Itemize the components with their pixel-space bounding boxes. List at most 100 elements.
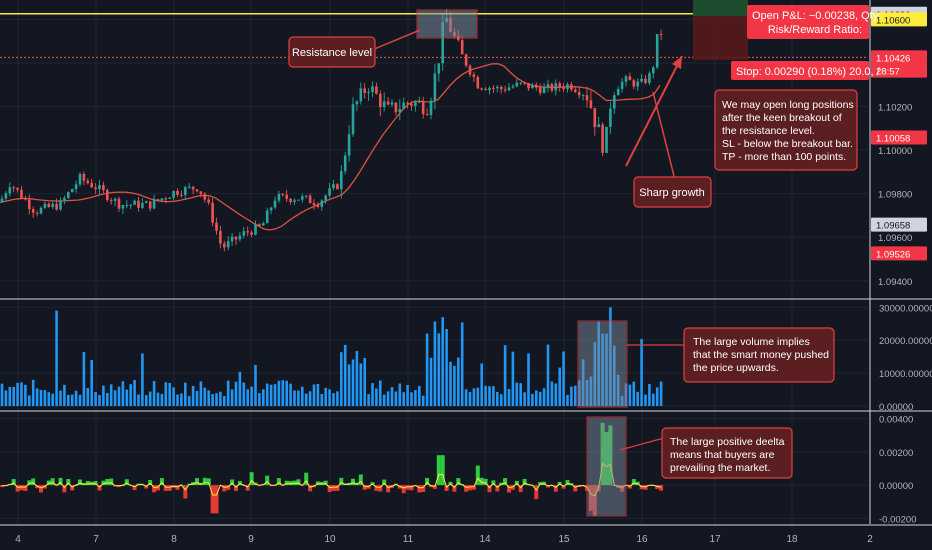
volume-bar [359,363,363,406]
price-pane[interactable] [0,8,868,252]
price-tag: 1.09658 [871,217,927,232]
delta-bar [471,485,476,490]
candle [55,198,58,211]
candle [168,196,171,199]
volume-bar [0,383,4,406]
candle [390,99,394,107]
price-tick-label: 1.09600 [878,233,912,244]
candle [601,122,604,157]
volume-bar [382,394,386,406]
delta-bar [284,480,289,486]
candle [117,196,121,212]
candle [527,83,530,91]
volume-bar [476,387,480,406]
annotations: Resistance level We may open long positi… [288,9,858,517]
delta-highlight-box [586,416,627,517]
volume-bar [285,380,288,406]
volume-bar [648,383,651,406]
candle [515,78,519,88]
delta-bar [62,485,67,493]
candle [460,36,464,55]
candle [125,200,129,209]
x-tick-label: 14 [479,534,491,545]
volume-bar [351,359,355,406]
candle [176,188,179,198]
delta-bar [175,485,180,490]
volume-bar [102,385,105,406]
price-tag-label: 1.09526 [876,249,910,260]
candle [184,185,187,201]
volume-bar [644,394,647,406]
delta-pointer-line [619,437,665,451]
volume-tick-label: 0.00000 [879,402,913,413]
volume-bar [628,384,632,406]
volume-tick-label: 10000.00000 [879,369,932,380]
candle [211,197,214,227]
candle [570,81,573,92]
delta-signal-line [1,462,662,497]
candle [620,77,624,93]
volume-bar [63,384,66,406]
volume-bar [527,353,530,406]
candle [246,226,249,237]
candle [16,187,19,193]
volume-bar [320,393,324,406]
time-axis[interactable]: 4 7 8 9 10 11 14 15 16 17 18 2 [15,534,873,545]
candle [336,183,339,190]
volume-bar [316,384,320,406]
volume-bar [215,393,218,406]
volume-bar [531,393,534,406]
volume-bar [457,357,460,406]
delta-bar [210,485,215,514]
pnl-label: Open P&L: −0.00238, Qty: [752,10,881,22]
volume-bar [121,381,125,406]
volume-bar [550,381,554,406]
candle [359,82,363,105]
price-tag-label: 28:57 [876,67,900,78]
delta-bar [436,455,441,486]
candle [636,78,639,91]
candle [546,79,550,93]
candle [328,183,331,198]
x-tick-label: 2 [867,534,873,545]
volume-bar [246,389,249,406]
volume-bar [503,345,507,406]
position-order-box[interactable]: Open P&L: −0.00238, Qty: Risk/Reward Rat… [693,0,881,80]
candle [67,191,70,200]
candle [367,88,370,102]
candle [74,180,78,193]
x-tick-label: 11 [403,534,414,545]
delta-bar [288,481,293,486]
candle [20,186,23,200]
delta-bar [351,478,355,486]
candle [31,206,35,218]
volume-bar [273,384,277,406]
volume-bar [406,385,409,406]
candle [226,236,230,251]
price-tag: 1.10426 [871,50,927,65]
volume-bar [554,383,558,406]
candle [558,81,561,92]
volume-bar [394,391,398,406]
candle [195,189,199,193]
delta-bar [46,480,51,486]
delta-tick-label: 0.00200 [879,448,913,459]
delta-bar [58,477,63,486]
candle [355,100,359,112]
delta-bar [23,485,28,492]
delta-bar [655,485,660,489]
candle [156,198,160,202]
candle [59,197,62,211]
candle [164,196,168,204]
candle [394,102,398,116]
price-tick-label: 1.09800 [878,190,912,201]
pane-separators[interactable] [0,0,932,526]
volume-bar [39,389,43,406]
price-axis[interactable]: 1.09400 1.09600 1.09800 1.10000 1.10200 1.104… [871,6,932,526]
volume-bar [519,383,522,406]
candle [281,193,285,197]
volume-bar [199,381,203,406]
volume-bar [8,386,12,406]
volume-bar [70,394,74,406]
